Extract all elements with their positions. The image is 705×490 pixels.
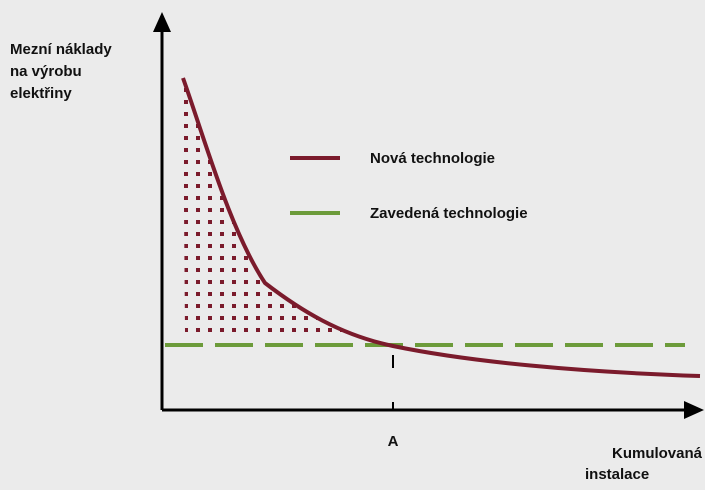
x-marker-label: A bbox=[388, 433, 399, 450]
legend-label: Zavedená technologie bbox=[370, 205, 528, 222]
x-label: Kumulovaná bbox=[612, 445, 703, 462]
y-arrow bbox=[153, 12, 171, 32]
new-tech-curve bbox=[181, 77, 701, 378]
legend-label: Nová technologie bbox=[370, 150, 495, 167]
x-label: instalace bbox=[585, 466, 649, 483]
x-arrow bbox=[684, 401, 704, 419]
y-label: elektřiny bbox=[10, 85, 72, 102]
y-label: na výrobu bbox=[10, 63, 82, 80]
y-label: Mezní náklady bbox=[10, 41, 112, 58]
